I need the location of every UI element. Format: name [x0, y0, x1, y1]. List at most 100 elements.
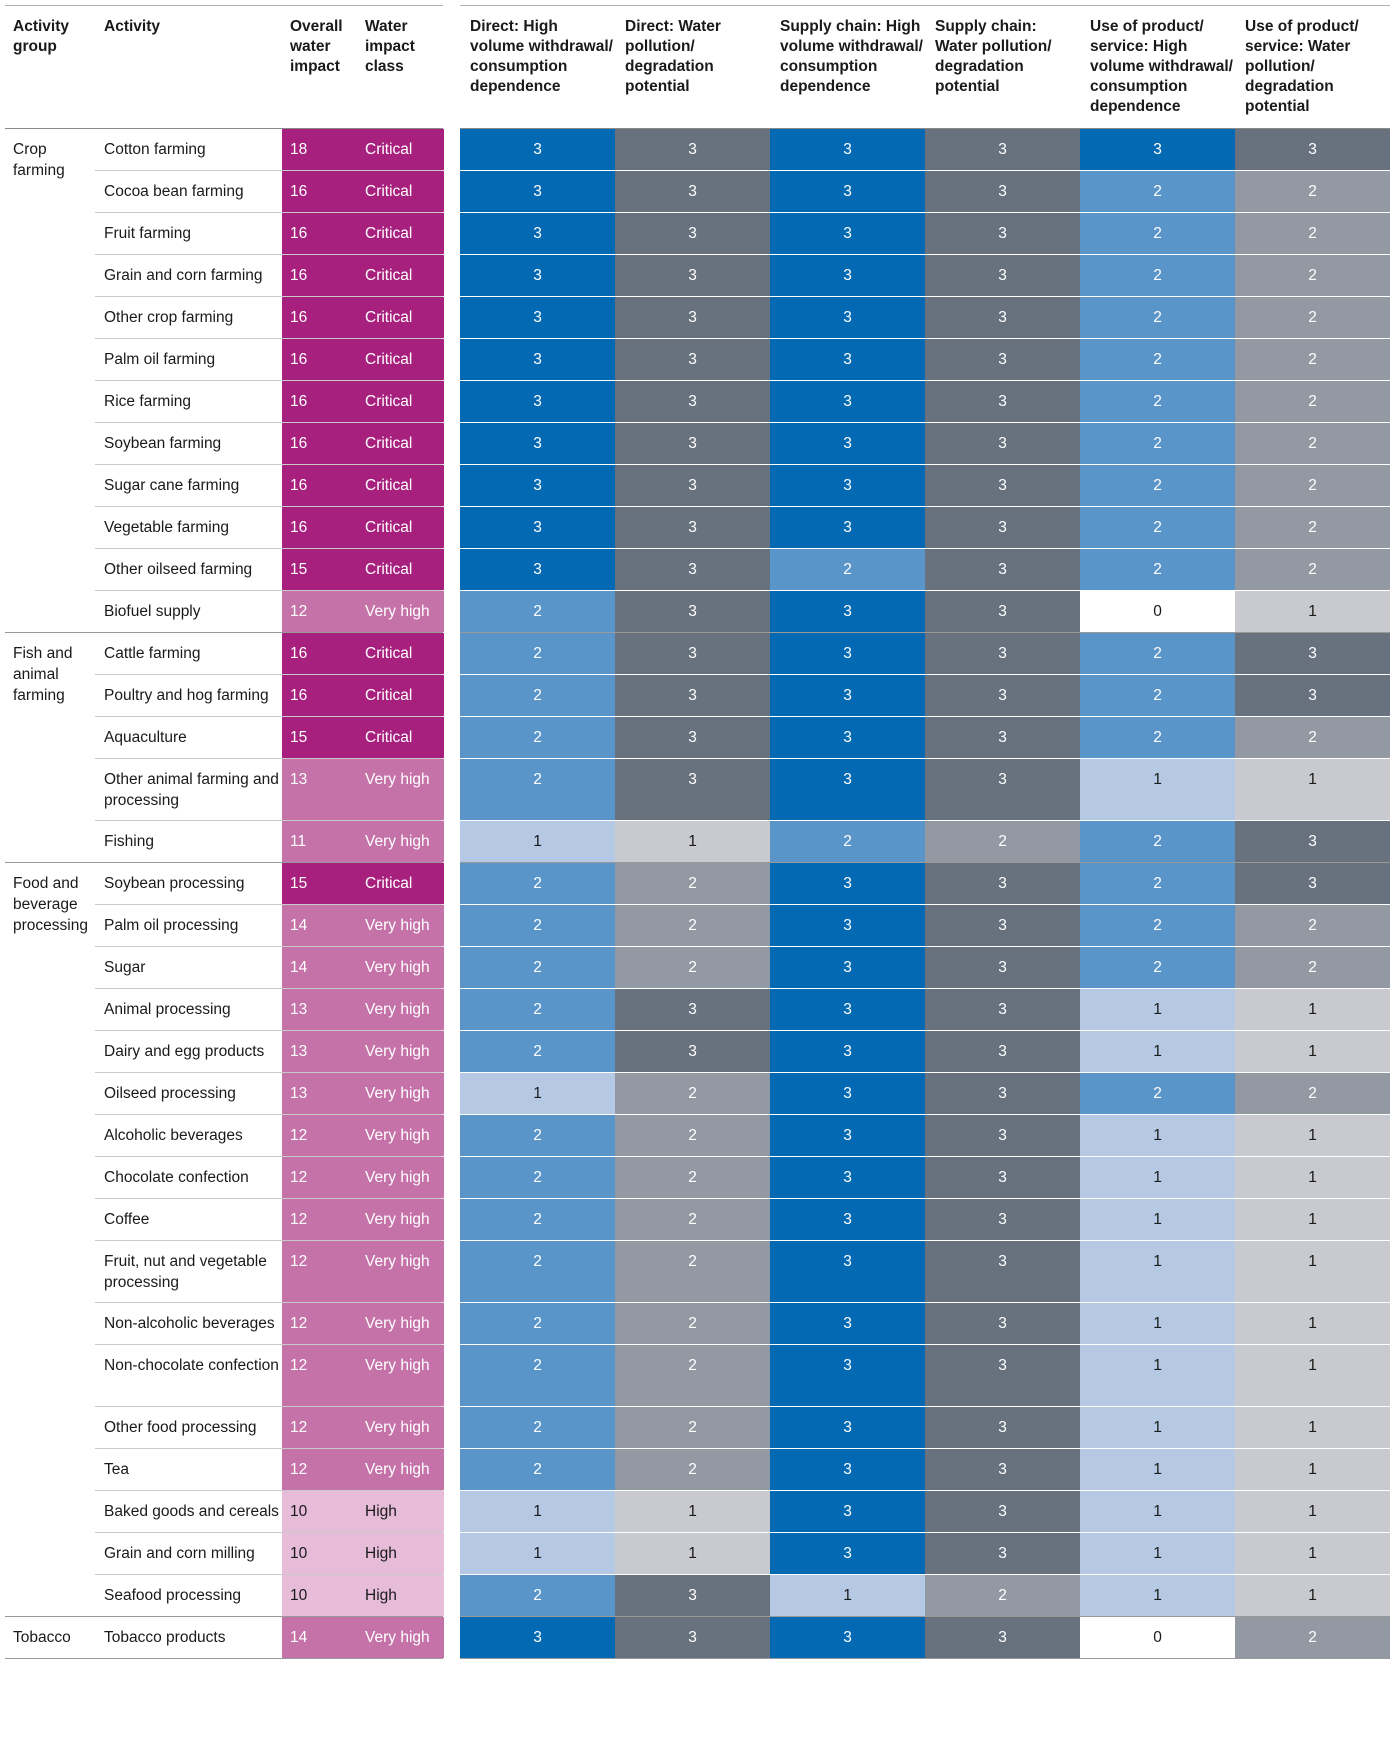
row-divider — [460, 464, 1390, 465]
water-impact-class-value: Very high — [365, 771, 430, 788]
metric-value-3: 3 — [843, 267, 852, 284]
metric-value-2: 2 — [688, 1461, 697, 1478]
overall-water-impact-value: 12 — [290, 1127, 308, 1144]
metric-cell-5 — [1080, 1199, 1235, 1240]
metric-value-5: 1 — [1153, 1211, 1162, 1228]
metric-cell-1 — [460, 821, 615, 862]
metric-cell-3 — [770, 633, 925, 674]
row-divider — [95, 212, 443, 213]
header-top-rule — [5, 5, 443, 6]
impact-class-band — [282, 129, 444, 170]
metric-cell-3 — [770, 1241, 925, 1302]
metric-value-6: 2 — [1308, 309, 1317, 326]
metric-value-2: 3 — [688, 729, 697, 746]
metric-cell-6 — [1235, 1407, 1390, 1448]
metric-value-5: 2 — [1153, 351, 1162, 368]
metric-cell-6 — [1235, 1115, 1390, 1156]
metric-cell-3 — [770, 675, 925, 716]
metric-value-4: 3 — [998, 183, 1007, 200]
water-impact-class-value: Critical — [365, 687, 413, 704]
metric-cell-1 — [460, 255, 615, 296]
metric-cell-6 — [1235, 465, 1390, 506]
row-divider — [460, 296, 1390, 297]
metric-value-1: 2 — [533, 1587, 542, 1604]
metric-value-3: 3 — [843, 1127, 852, 1144]
metric-cell-2 — [615, 863, 770, 904]
metric-value-6: 1 — [1308, 1001, 1317, 1018]
metric-value-5: 2 — [1153, 875, 1162, 892]
metric-value-4: 3 — [998, 435, 1007, 452]
metric-value-6: 3 — [1308, 687, 1317, 704]
metric-value-1: 1 — [533, 1545, 542, 1562]
metric-cell-3 — [770, 1115, 925, 1156]
metric-cell-1 — [460, 1241, 615, 1302]
overall-water-impact-value: 10 — [290, 1503, 308, 1520]
metric-cell-3 — [770, 1303, 925, 1344]
activity-label: Cotton farming — [104, 141, 206, 158]
metric-value-1: 2 — [533, 1253, 542, 1270]
metric-value-4: 3 — [998, 141, 1007, 158]
metric-value-3: 3 — [843, 687, 852, 704]
metric-cell-5 — [1080, 1449, 1235, 1490]
metric-cell-2 — [615, 297, 770, 338]
metric-cell-2 — [615, 1073, 770, 1114]
metric-value-3: 3 — [843, 435, 852, 452]
water-impact-class-value: Very high — [365, 1085, 430, 1102]
row-divider — [95, 946, 443, 947]
overall-water-impact-value: 12 — [290, 1357, 308, 1374]
water-impact-class-value: Critical — [365, 351, 413, 368]
metric-cell-4 — [925, 1491, 1080, 1532]
metric-value-4: 2 — [998, 833, 1007, 850]
metric-cell-2 — [615, 1617, 770, 1658]
impact-class-band — [282, 1241, 444, 1302]
activity-label: Aquaculture — [104, 729, 187, 746]
activity-label: Cocoa bean farming — [104, 183, 244, 200]
metric-value-6: 1 — [1308, 1503, 1317, 1520]
metric-cell-1 — [460, 297, 615, 338]
metric-cell-6 — [1235, 717, 1390, 758]
metric-value-3: 3 — [843, 1503, 852, 1520]
metric-value-1: 2 — [533, 1127, 542, 1144]
metric-value-4: 3 — [998, 1315, 1007, 1332]
metric-cell-6 — [1235, 1241, 1390, 1302]
metric-value-1: 2 — [533, 771, 542, 788]
impact-class-band — [282, 1115, 444, 1156]
metric-cell-1 — [460, 1407, 615, 1448]
metric-value-3: 3 — [843, 1629, 852, 1646]
metric-value-3: 3 — [843, 1315, 852, 1332]
metric-cell-3 — [770, 1073, 925, 1114]
activity-label: Soybean farming — [104, 435, 222, 452]
header-bottom-rule — [460, 128, 1390, 129]
impact-class-band — [282, 1031, 444, 1072]
metric-value-1: 3 — [533, 1629, 542, 1646]
metric-value-5: 1 — [1153, 1545, 1162, 1562]
impact-class-band — [282, 591, 444, 632]
activity-label: Seafood processing — [104, 1587, 242, 1604]
water-impact-class-value: Very high — [365, 1169, 430, 1186]
metric-value-6: 2 — [1308, 1085, 1317, 1102]
metric-value-2: 2 — [688, 1357, 697, 1374]
metric-cell-6 — [1235, 1073, 1390, 1114]
metric-cell-2 — [615, 423, 770, 464]
row-divider — [460, 422, 1390, 423]
row-divider — [95, 1114, 443, 1115]
row-divider — [460, 1532, 1390, 1533]
activity-label: Fruit farming — [104, 225, 191, 242]
metric-value-5: 1 — [1153, 1587, 1162, 1604]
impact-class-band — [282, 423, 444, 464]
row-divider — [95, 1198, 443, 1199]
metric-value-3: 3 — [843, 959, 852, 976]
row-divider — [95, 1344, 443, 1345]
metric-value-6: 2 — [1308, 519, 1317, 536]
metric-cell-4 — [925, 675, 1080, 716]
metric-cell-5 — [1080, 905, 1235, 946]
metric-cell-2 — [615, 717, 770, 758]
metric-value-5: 2 — [1153, 645, 1162, 662]
metric-value-2: 3 — [688, 393, 697, 410]
metric-value-3: 3 — [843, 1043, 852, 1060]
metric-value-6: 1 — [1308, 1127, 1317, 1144]
metric-cell-1 — [460, 381, 615, 422]
row-divider — [460, 1302, 1390, 1303]
metric-value-6: 2 — [1308, 183, 1317, 200]
metric-cell-6 — [1235, 549, 1390, 590]
